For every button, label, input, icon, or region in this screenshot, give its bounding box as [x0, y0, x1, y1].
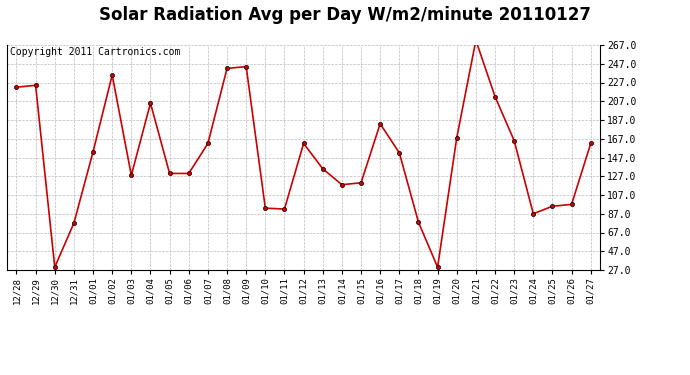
Text: Solar Radiation Avg per Day W/m2/minute 20110127: Solar Radiation Avg per Day W/m2/minute … [99, 6, 591, 24]
Text: Copyright 2011 Cartronics.com: Copyright 2011 Cartronics.com [10, 47, 180, 57]
